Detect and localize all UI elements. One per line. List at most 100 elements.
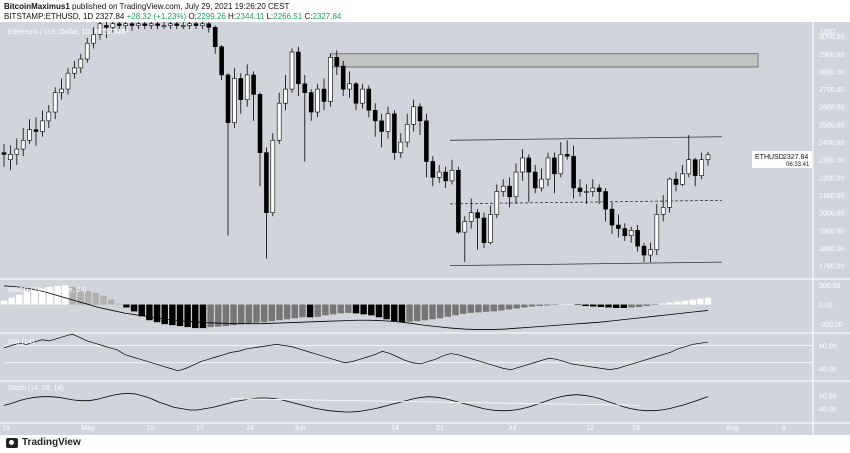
candle-body [1, 152, 7, 155]
macd-histogram-bar [100, 295, 107, 305]
macd-histogram-bar [8, 297, 15, 305]
candle-body [8, 154, 13, 161]
candle-body [411, 106, 416, 125]
candle-body [500, 185, 506, 192]
x-tick-label: Jul [508, 425, 517, 432]
price-pane[interactable] [1, 22, 759, 267]
candle-body [436, 171, 442, 178]
rsi-tick-label: 40.00 [819, 367, 837, 374]
candle-body [571, 155, 576, 189]
macd-histogram-bar [704, 297, 712, 305]
price-tick-label: 2800.00 [819, 69, 844, 76]
candle-body [430, 161, 436, 178]
price-tick-label: 2000.00 [819, 211, 844, 218]
price-tag-countdown: 06:33:41 [786, 162, 810, 168]
candle-body [321, 88, 327, 102]
macd-histogram-bar [559, 304, 566, 306]
chart-area[interactable]: 3000.00 2900.00 2800.00 2700.00 2600.00 2500.… [0, 22, 850, 435]
price-tick-label: 1700.00 [819, 264, 844, 271]
candle-body [673, 178, 679, 185]
macd-histogram-bar [429, 304, 436, 320]
macd-histogram-bar [590, 304, 597, 307]
macd-histogram-bar [521, 304, 528, 308]
macd-histogram-bar [674, 301, 681, 305]
candle-body [91, 34, 96, 44]
macd-histogram-bar [23, 291, 31, 305]
chart-background [0, 22, 850, 435]
rsi-line [3, 333, 709, 372]
candle-body [545, 157, 551, 180]
stoch-pane [3, 392, 709, 413]
candle-body [443, 171, 448, 182]
candle-body [699, 159, 704, 176]
candle-body [449, 170, 455, 182]
candle-body [187, 23, 192, 26]
candle-body [244, 74, 250, 100]
macd-histogram-bar [536, 304, 543, 307]
macd-histogram-bar [620, 304, 628, 308]
candle-body [417, 106, 423, 122]
candle-body [392, 113, 397, 153]
macd-histogram-bar [681, 300, 689, 305]
macd-tick-label: 0.00 [819, 303, 833, 310]
macd-histogram-bar [276, 304, 283, 321]
price-tick-label: 2600.00 [819, 105, 844, 112]
macd-histogram-bar [322, 304, 329, 316]
candle-body [46, 111, 52, 122]
macd-histogram-bar [230, 304, 237, 326]
candle-body [372, 109, 378, 122]
macd-histogram-bar [406, 304, 413, 322]
candle-body [609, 208, 615, 226]
candle-body [660, 207, 666, 215]
candle-body [577, 187, 583, 192]
candle-body [692, 159, 698, 176]
stoch-legend: Stoch (14, 28, 14) [8, 385, 64, 392]
macd-histogram-bar [130, 304, 138, 312]
candle-body [680, 173, 685, 185]
candle-body [340, 65, 346, 90]
publish-text: published on TradingView.com, July 29, 2… [72, 2, 290, 11]
macd-histogram-bar [513, 304, 520, 309]
symbol-line: BITSTAMP:ETHUSD, 1D 2327.84 +28.32 (+1.2… [4, 12, 341, 21]
macd-histogram-bar [444, 304, 452, 317]
candle-body [174, 23, 180, 26]
macd-histogram-bar [84, 290, 92, 305]
author-name[interactable]: BitcoinMaximus1 [4, 2, 70, 11]
stoch-tick-label: 60.00 [819, 393, 837, 400]
candle-body [123, 23, 128, 26]
macd-histogram-bar [643, 304, 650, 307]
candle-body [667, 178, 672, 208]
macd-histogram-bar [291, 304, 298, 319]
macd-histogram-bar [697, 298, 704, 305]
candle-body [104, 25, 109, 28]
candle-body [264, 152, 269, 213]
resistance-zone [330, 53, 759, 68]
candle-body [347, 83, 352, 90]
candle-body [360, 88, 365, 104]
macd-histogram-bar [215, 304, 222, 327]
macd-histogram-bar [222, 304, 230, 327]
candle-body [315, 88, 320, 113]
candle-body [283, 88, 288, 104]
candle-body [14, 148, 20, 155]
axes: 3000.00 2900.00 2800.00 2700.00 2600.00 2500.… [0, 22, 850, 435]
price-tag-price: 2327.84 [783, 154, 808, 161]
price-tick-label: 1900.00 [819, 228, 844, 235]
candle-body [33, 129, 39, 132]
candle-body [462, 221, 468, 233]
macd-histogram-bar [459, 304, 467, 314]
macd-histogram-bar [544, 304, 551, 306]
macd-histogram-bar [199, 304, 207, 329]
candle-body [212, 26, 218, 48]
candle-body [513, 171, 519, 198]
macd-histogram-bar [314, 304, 321, 317]
macd-histogram-bar [77, 288, 84, 305]
candle-body [353, 83, 359, 104]
tradingview-footer[interactable]: TradingView [6, 437, 81, 448]
macd-legend: MACD (21, 50, close, 24) [8, 287, 87, 294]
macd-histogram-bar [299, 304, 306, 318]
macd-histogram-bar [498, 304, 505, 311]
candle-body [200, 23, 205, 26]
candle-body [558, 154, 564, 175]
macd-histogram-bar [658, 303, 666, 305]
